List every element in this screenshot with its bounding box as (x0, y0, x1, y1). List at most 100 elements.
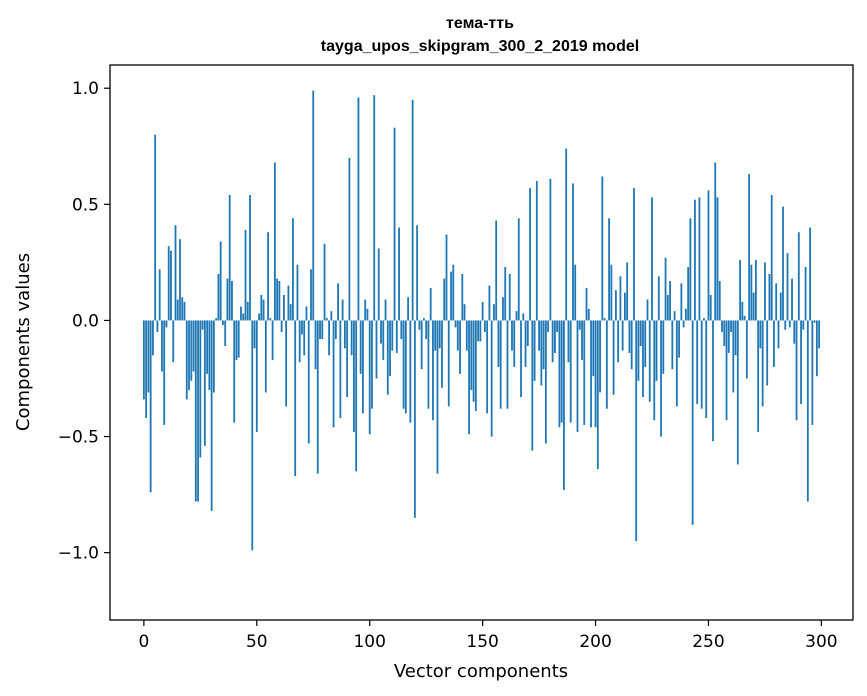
bar-9 (163, 320, 166, 425)
bar-99 (366, 308, 369, 321)
bar-73 (307, 320, 310, 444)
bar-121 (416, 225, 419, 321)
bar-50 (255, 320, 258, 432)
bar-70 (301, 320, 303, 335)
bar-96 (359, 320, 362, 374)
bar-224 (648, 320, 651, 402)
bar-233 (669, 280, 671, 321)
bar-225 (651, 197, 653, 321)
bar-230 (662, 320, 665, 374)
bar-240 (684, 308, 687, 321)
bar-297 (813, 320, 816, 323)
bar-35 (222, 320, 224, 326)
bar-52 (260, 294, 263, 321)
bar-170 (526, 320, 529, 346)
bar-201 (596, 320, 599, 470)
bar-284 (784, 320, 787, 330)
bar-162 (508, 274, 511, 321)
bar-29 (208, 320, 211, 391)
bar-235 (673, 311, 676, 321)
bar-56 (269, 318, 272, 321)
bar-153 (488, 285, 491, 321)
y-tick-label: −1.0 (58, 544, 99, 564)
bar-127 (429, 287, 432, 321)
bar-3 (149, 320, 152, 493)
bar-288 (793, 320, 796, 344)
bar-192 (576, 320, 579, 432)
bar-205 (605, 320, 608, 409)
bar-90 (346, 320, 349, 398)
bar-203 (601, 176, 604, 321)
bar-181 (551, 320, 554, 363)
bar-226 (653, 320, 656, 421)
bar-13 (172, 320, 175, 363)
bar-8 (161, 320, 163, 372)
plot-area-frame (109, 64, 854, 621)
bar-222 (644, 320, 647, 367)
bar-95 (357, 97, 360, 321)
bar-294 (806, 320, 809, 502)
bar-25 (199, 320, 202, 458)
bar-268 (748, 174, 751, 321)
bar-101 (371, 320, 373, 409)
bar-60 (278, 280, 281, 321)
bar-158 (499, 320, 502, 409)
bar-219 (637, 320, 640, 381)
bar-137 (452, 264, 455, 321)
bar-11 (167, 246, 170, 321)
bar-278 (770, 195, 773, 321)
bar-229 (660, 320, 662, 437)
bar-213 (624, 292, 626, 321)
bar-114 (400, 320, 403, 340)
bar-126 (427, 320, 430, 409)
bar-198 (590, 320, 592, 428)
bar-221 (642, 320, 644, 398)
bar-31 (212, 320, 215, 393)
bar-286 (788, 320, 791, 328)
bar-38 (228, 195, 231, 321)
bar-149 (479, 320, 482, 342)
bar-199 (592, 320, 595, 377)
bar-223 (646, 299, 649, 321)
bar-72 (305, 306, 308, 321)
bar-44 (242, 313, 245, 321)
bar-275 (764, 262, 766, 321)
bar-178 (544, 320, 547, 444)
bar-280 (775, 283, 778, 321)
bar-186 (563, 320, 565, 490)
bar-258 (725, 320, 728, 421)
bar-252 (712, 320, 714, 442)
bar-167 (520, 320, 522, 398)
bar-175 (538, 320, 540, 351)
bar-261 (732, 320, 735, 393)
bar-148 (477, 320, 480, 342)
bar-142 (463, 304, 466, 321)
bar-15 (176, 299, 179, 321)
bar-30 (210, 320, 213, 511)
bar-231 (664, 257, 667, 321)
bar-159 (502, 297, 504, 321)
bar-146 (472, 320, 475, 402)
bar-87 (339, 320, 342, 418)
bar-296 (811, 320, 814, 425)
x-axis: 0 50 100 150 200 250 300 (138, 620, 838, 652)
bar-270 (752, 292, 755, 321)
bar-234 (671, 320, 674, 370)
bar-256 (721, 320, 723, 333)
bar-248 (703, 318, 705, 321)
bar-184 (558, 320, 561, 428)
bar-46 (246, 301, 249, 321)
bar-107 (384, 299, 387, 321)
bar-220 (639, 320, 642, 346)
bar-160 (504, 267, 507, 321)
bar-54 (264, 320, 267, 393)
bar-129 (434, 320, 437, 351)
bar-262 (734, 320, 737, 356)
bar-79 (321, 320, 324, 340)
bar-191 (574, 264, 577, 321)
bar-122 (418, 320, 421, 330)
bar-32 (215, 318, 218, 321)
bar-105 (380, 320, 382, 344)
bar-74 (310, 269, 312, 321)
bar-298 (815, 320, 818, 377)
